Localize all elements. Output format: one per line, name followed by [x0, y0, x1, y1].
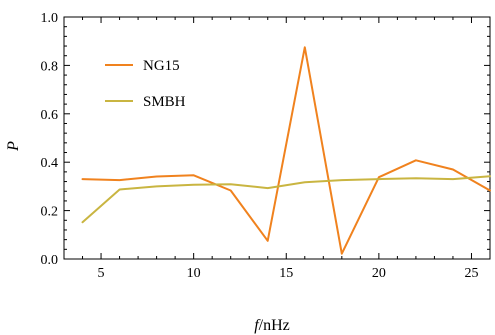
- y-tick-label: 0.0: [41, 253, 59, 268]
- series-lines: [81, 46, 491, 255]
- ticks: 5 10 15 20 25 0.0 0.2 0.4 0.6 0.8 1.0: [41, 11, 491, 281]
- series-line-smbh: [81, 175, 491, 224]
- y-axis-label: P: [5, 141, 22, 152]
- x-axis-label-variable: f: [254, 317, 261, 334]
- y-tick-label: 0.4: [41, 156, 59, 171]
- x-tick-label: 15: [279, 266, 293, 281]
- y-tick-label: 0.8: [41, 59, 59, 74]
- x-axis-label: f/nHz: [254, 317, 290, 334]
- x-tick-label: 5: [98, 266, 105, 281]
- legend-label-ng15: NG15: [143, 58, 180, 74]
- plot-frame: [63, 16, 491, 260]
- x-tick-label: 25: [464, 266, 478, 281]
- x-tick-label: 20: [372, 266, 386, 281]
- y-tick-label: 0.6: [41, 108, 59, 123]
- legend-label-smbh: SMBH: [143, 94, 186, 110]
- y-tick-label: 0.2: [41, 205, 59, 220]
- legend: NG15 SMBH: [105, 58, 186, 110]
- x-tick-label: 10: [187, 266, 201, 281]
- y-tick-label: 1.0: [41, 11, 59, 26]
- x-axis-label-unit: /nHz: [259, 317, 290, 334]
- series-line-ng15: [81, 46, 491, 255]
